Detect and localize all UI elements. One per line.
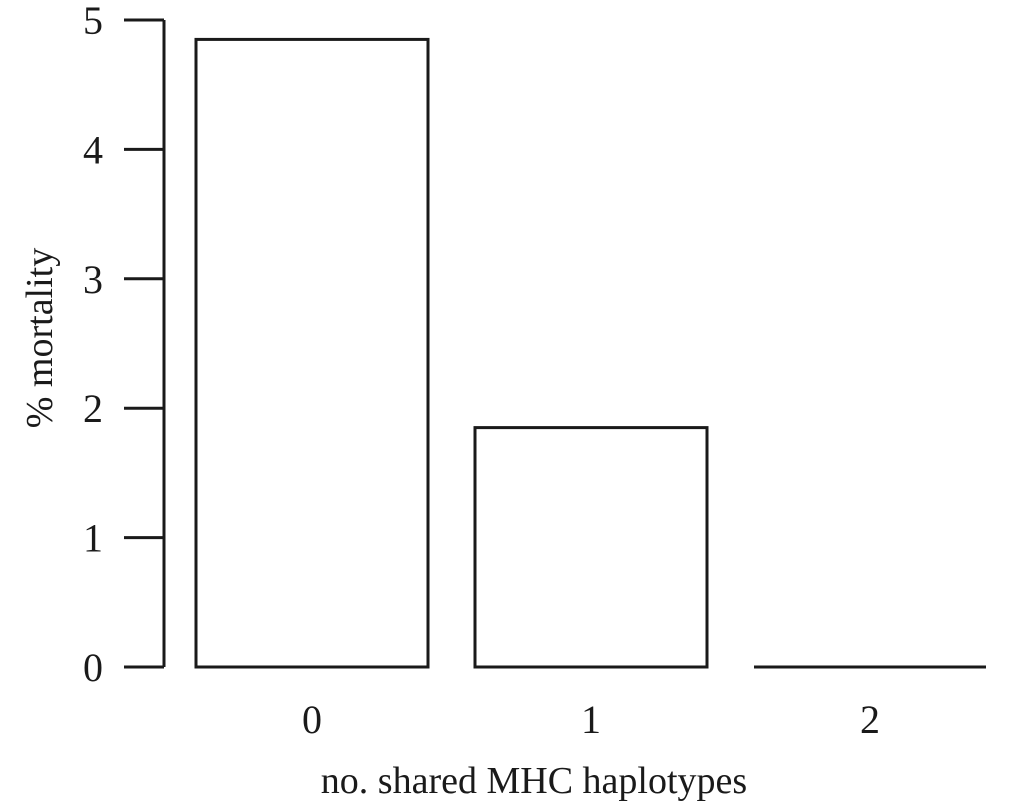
bars	[194, 37, 986, 669]
bar-1	[473, 426, 709, 669]
x-tick-label: 2	[860, 697, 880, 742]
x-axis-label: no. shared MHC haplotypes	[321, 760, 747, 802]
y-tick-label: 2	[83, 386, 103, 431]
y-axis: 0 1 2 3 4 5	[83, 0, 166, 690]
y-axis-label: % mortality	[19, 248, 61, 428]
y-tick-label: 4	[83, 127, 103, 172]
x-tick-label: 0	[302, 697, 322, 742]
y-tick-label: 3	[83, 257, 103, 302]
y-tick-label: 5	[83, 0, 103, 43]
bar-0	[194, 37, 430, 669]
x-tick-label: 1	[581, 697, 601, 742]
x-tick-labels: 0 1 2	[302, 697, 880, 742]
y-tick-label: 0	[83, 645, 103, 690]
y-tick-label: 1	[83, 516, 103, 561]
